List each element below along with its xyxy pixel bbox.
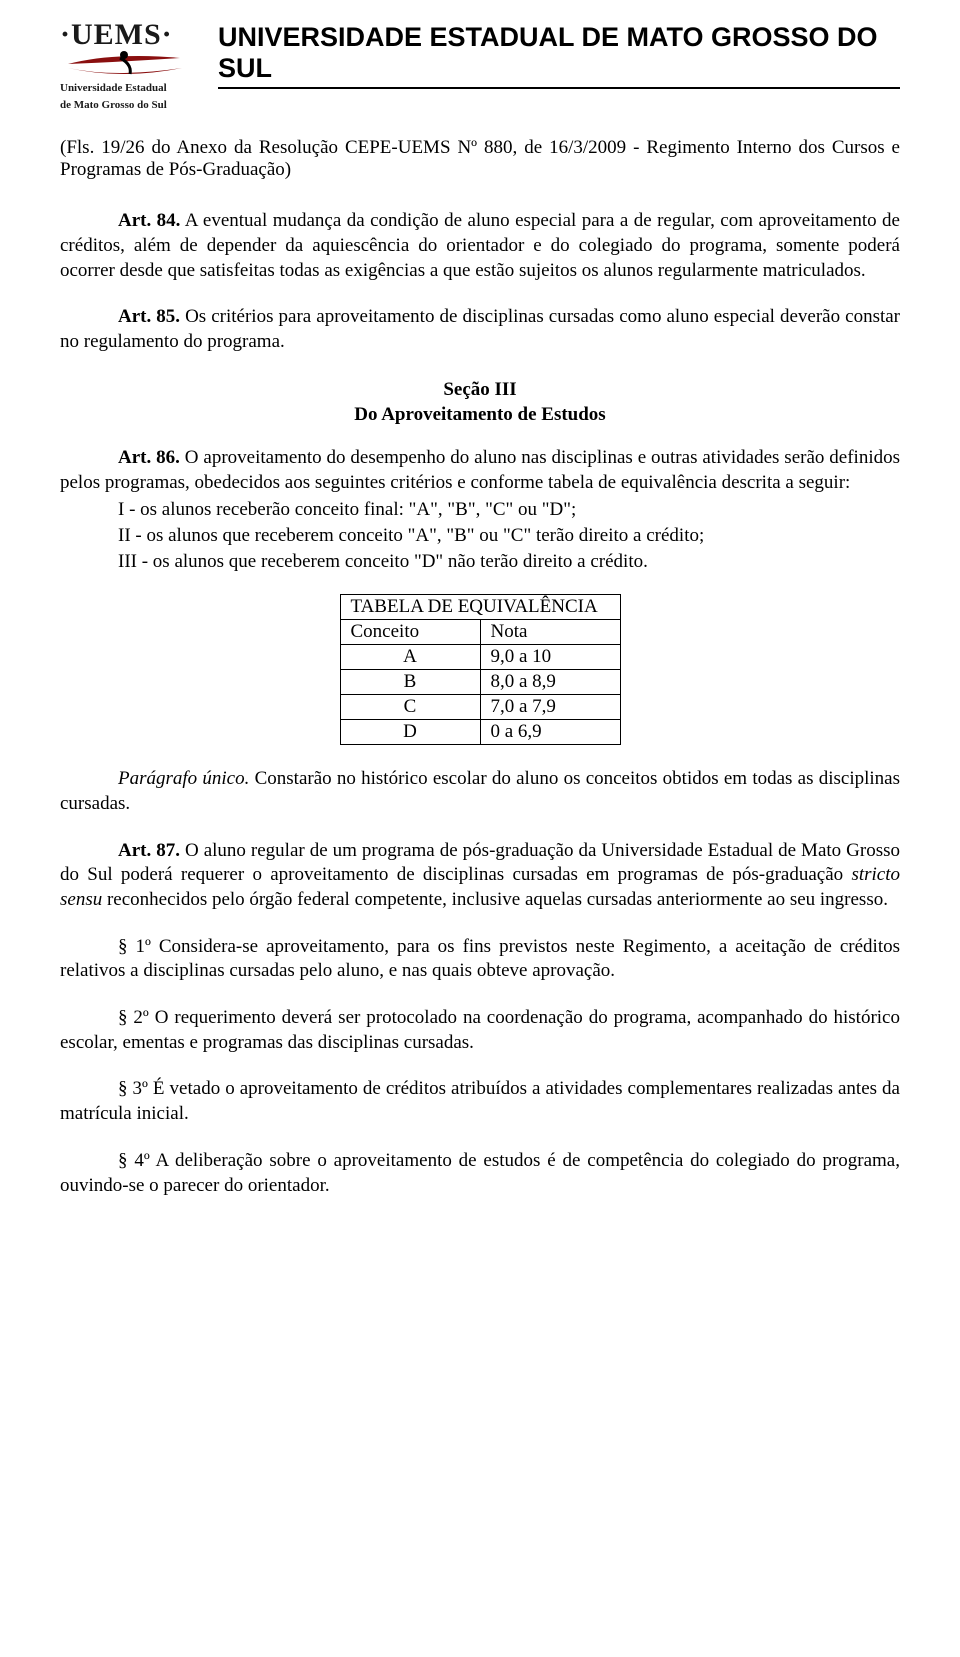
paragraph-3: § 3º É vetado o aproveitamento de crédit…	[60, 1077, 900, 1126]
cell-nota: 8,0 a 8,9	[480, 670, 620, 695]
article-86: Art. 86. O aproveitamento do desempenho …	[60, 446, 900, 495]
logo-subtitle-line2: de Mato Grosso do Sul	[60, 99, 200, 112]
university-title: UNIVERSIDADE ESTADUAL DE MATO GROSSO DO …	[218, 18, 900, 89]
article-86-item-1: I - os alunos receberão conceito final: …	[60, 497, 900, 523]
article-85-number: Art. 85.	[118, 306, 180, 327]
article-84: Art. 84. A eventual mudança da condição …	[60, 209, 900, 283]
paragraph-1-text: § 1º Considera-se aproveitamento, para o…	[60, 936, 900, 982]
logo-subtitle-line1: Universidade Estadual	[60, 82, 200, 95]
paragraph-1: § 1º Considera-se aproveitamento, para o…	[60, 935, 900, 984]
logo-swoosh-icon	[60, 50, 200, 78]
cell-conceito: C	[340, 695, 480, 720]
article-84-number: Art. 84.	[118, 210, 180, 231]
cell-conceito: D	[340, 720, 480, 745]
article-86-item-3: III - os alunos que receberem conceito "…	[60, 549, 900, 575]
article-86-text: O aproveitamento do desempenho do aluno …	[60, 447, 900, 493]
table-row: D 0 a 6,9	[340, 720, 620, 745]
uems-logo: ·UEMS· Universidade Estadual de Mato Gro…	[60, 18, 200, 111]
article-86-number: Art. 86.	[118, 447, 180, 468]
section-3-heading: Seção III Do Aproveitamento de Estudos	[60, 377, 900, 428]
section-3-line1: Seção III	[60, 377, 900, 403]
paragraph-2: § 2º O requerimento deverá ser protocola…	[60, 1006, 900, 1055]
article-85: Art. 85. Os critérios para aproveitament…	[60, 305, 900, 354]
table-row: C 7,0 a 7,9	[340, 695, 620, 720]
cell-conceito: A	[340, 645, 480, 670]
cell-conceito: B	[340, 670, 480, 695]
section-3-line2: Do Aproveitamento de Estudos	[60, 402, 900, 428]
document-header: ·UEMS· Universidade Estadual de Mato Gro…	[60, 18, 900, 111]
equivalence-table: TABELA DE EQUIVALÊNCIA Conceito Nota A 9…	[340, 594, 621, 745]
paragraph-4-text: § 4º A deliberação sobre o aproveitament…	[60, 1150, 900, 1196]
paragraph-4: § 4º A deliberação sobre o aproveitament…	[60, 1149, 900, 1198]
article-84-text: A eventual mudança da condição de aluno …	[60, 210, 900, 280]
paragrafo-unico-label: Parágrafo único.	[118, 768, 249, 789]
paragrafo-unico: Parágrafo único. Constarão no histórico …	[60, 767, 900, 816]
table-col-conceito: Conceito	[340, 620, 480, 645]
article-87-number: Art. 87.	[118, 840, 180, 861]
table-col-nota: Nota	[480, 620, 620, 645]
article-87-text-part1: O aluno regular de um programa de pós-gr…	[60, 840, 900, 886]
article-87: Art. 87. O aluno regular de um programa …	[60, 839, 900, 913]
page-reference: (Fls. 19/26 do Anexo da Resolução CEPE-U…	[60, 137, 900, 181]
logo-wordmark: ·UEMS·	[60, 18, 200, 52]
article-86-item-2: II - os alunos que receberem conceito "A…	[60, 523, 900, 549]
cell-nota: 0 a 6,9	[480, 720, 620, 745]
table-title: TABELA DE EQUIVALÊNCIA	[340, 595, 620, 620]
cell-nota: 9,0 a 10	[480, 645, 620, 670]
paragraph-2-text: § 2º O requerimento deverá ser protocola…	[60, 1007, 900, 1053]
table-row: A 9,0 a 10	[340, 645, 620, 670]
article-86-items: I - os alunos receberão conceito final: …	[60, 497, 900, 574]
article-87-text-part2: reconhecidos pelo órgão federal competen…	[102, 889, 888, 910]
table-row: B 8,0 a 8,9	[340, 670, 620, 695]
cell-nota: 7,0 a 7,9	[480, 695, 620, 720]
paragraph-3-text: § 3º É vetado o aproveitamento de crédit…	[60, 1078, 900, 1124]
article-85-text: Os critérios para aproveitamento de disc…	[60, 306, 900, 352]
